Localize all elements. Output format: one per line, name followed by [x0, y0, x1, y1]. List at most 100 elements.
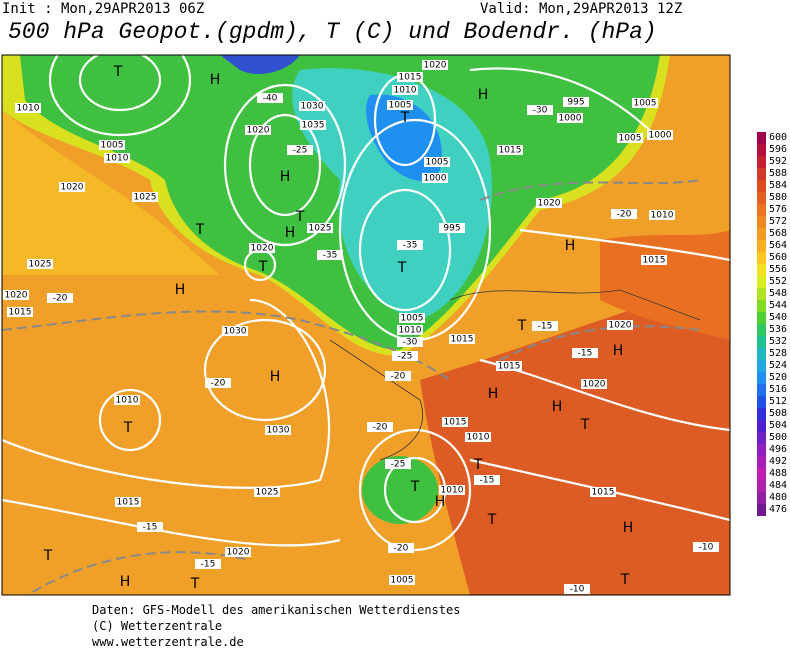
colorbar-label: 508	[769, 408, 787, 419]
pressure-center: T	[258, 259, 268, 275]
contour-label: 1025	[256, 488, 279, 498]
pressure-center: H	[488, 386, 499, 402]
label-box	[564, 584, 590, 594]
label-box	[104, 153, 130, 163]
label-box	[137, 522, 163, 532]
contour-label: 1020	[5, 291, 28, 301]
colorbar-swatch	[757, 288, 766, 300]
label-box	[611, 209, 637, 219]
contour-label: -35	[403, 241, 418, 251]
label-box	[385, 459, 411, 469]
pressure-center: T	[517, 318, 527, 334]
colorbar-label: 596	[769, 144, 787, 155]
pressure-center: T	[113, 64, 123, 80]
colorbar-swatch	[757, 336, 766, 348]
contour-label: -25	[391, 460, 406, 470]
label-box	[59, 182, 85, 192]
colorbar-label: 548	[769, 288, 787, 299]
contour-label: 1010	[106, 154, 129, 164]
label-box	[385, 371, 411, 381]
colorbar-label: 532	[769, 336, 787, 347]
contour-label: 1030	[224, 327, 247, 337]
colorbar-swatch	[757, 504, 766, 516]
colorbar-swatch	[757, 396, 766, 408]
label-box	[392, 351, 418, 361]
contour-label: -20	[211, 379, 226, 389]
label-box	[249, 243, 275, 253]
colorbar-label: 552	[769, 276, 787, 287]
label-box	[581, 379, 607, 389]
label-box	[225, 547, 251, 557]
pressure-center: H	[270, 369, 281, 385]
contour-label: 1000	[424, 174, 447, 184]
label-box	[397, 325, 423, 335]
pressure-center: H	[175, 282, 186, 298]
contour-label: 1020	[251, 244, 274, 254]
label-box	[367, 422, 393, 432]
contour-label: 1010	[399, 326, 422, 336]
map-frame	[1, 54, 731, 596]
contour-label: 1005	[391, 576, 414, 586]
colorbar-swatch	[757, 144, 766, 156]
pressure-center: T	[43, 548, 53, 564]
contour-label: 995	[567, 98, 584, 108]
colorbar-label: 524	[769, 360, 787, 371]
contour-label: 1025	[29, 260, 52, 270]
pressure-center: T	[397, 260, 407, 276]
colorbar-label: 488	[769, 468, 787, 479]
label-box	[392, 85, 418, 95]
label-box	[300, 120, 326, 130]
colorbar-label: 564	[769, 240, 787, 251]
label-box	[536, 198, 562, 208]
yellow-area	[2, 110, 220, 275]
colorbar-label: 580	[769, 192, 787, 203]
label-box	[245, 125, 271, 135]
contour-label: -20	[391, 372, 406, 382]
pressure-center: T	[487, 512, 497, 528]
contour-label: 1015	[451, 335, 474, 345]
label-box	[7, 307, 33, 317]
label-box	[205, 378, 231, 388]
label-box	[3, 290, 29, 300]
contour-label: 1020	[424, 61, 447, 71]
colorbar-swatch	[757, 264, 766, 276]
contour-label: 1005	[389, 101, 412, 111]
label-box	[222, 326, 248, 336]
label-box	[99, 140, 125, 150]
colorbar-swatch	[757, 312, 766, 324]
pressure-center: T	[410, 479, 420, 495]
colorbar-label: 572	[769, 216, 787, 227]
contour-label: -25	[293, 146, 308, 156]
contour-label: 1015	[9, 308, 32, 318]
label-box	[195, 559, 221, 569]
contour-label: 1010	[651, 211, 674, 221]
label-box	[439, 485, 465, 495]
pressure-center: H	[565, 238, 576, 254]
warm-area	[600, 230, 730, 340]
pressure-center: T	[580, 417, 590, 433]
contour-label: 1030	[267, 426, 290, 436]
pressure-center: H	[552, 399, 563, 415]
contour-label: 1010	[394, 86, 417, 96]
valid-time: Valid: Mon,29APR2013 12Z	[480, 1, 682, 17]
label-box	[693, 542, 719, 552]
label-box	[257, 93, 283, 103]
label-box	[299, 101, 325, 111]
contour-label: -20	[373, 423, 388, 433]
contour-label: -10	[570, 585, 585, 595]
label-box	[590, 487, 616, 497]
pressure-center: T	[123, 420, 133, 436]
label-box	[399, 313, 425, 323]
colorbar-swatch	[757, 228, 766, 240]
colorbar-label: 592	[769, 156, 787, 167]
colorbar-swatch	[757, 276, 766, 288]
colorbar-label: 568	[769, 228, 787, 239]
colorbar-swatch	[757, 480, 766, 492]
colorbar-swatch	[757, 432, 766, 444]
colorbar-label: 520	[769, 372, 787, 383]
colorbar-label: 576	[769, 204, 787, 215]
contour-label: -25	[398, 352, 413, 362]
contour-label: -15	[480, 476, 495, 486]
colorbar-label: 480	[769, 492, 787, 503]
